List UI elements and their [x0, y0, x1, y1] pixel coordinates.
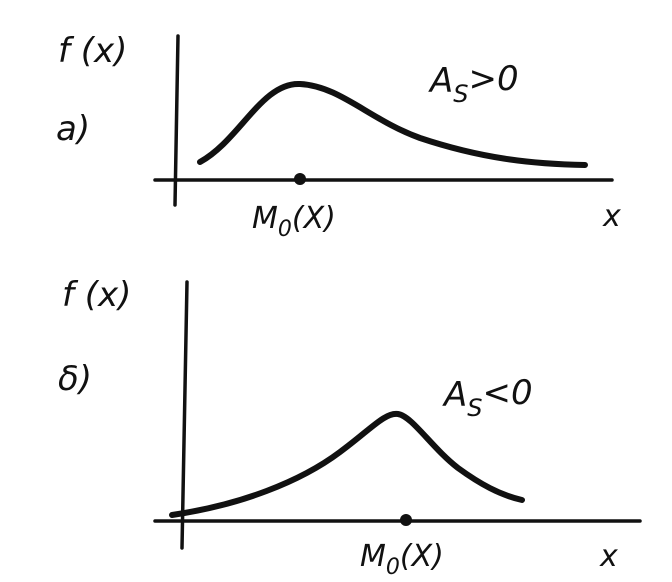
- panel-b-mode-sub: 0: [386, 555, 400, 580]
- panel-b-mode-label: M0(X): [360, 539, 444, 580]
- panel-a: f (x) a) AS>0 M0(X) x: [56, 31, 621, 242]
- panel-a-mode-point: [294, 173, 306, 185]
- panel-b-mode-point: [400, 514, 412, 526]
- panel-a-condition: AS>0: [428, 59, 519, 108]
- panel-b-mode-arg: (X): [400, 539, 444, 574]
- panel-a-density-curve: [197, 80, 588, 168]
- panel-b-y-axis-label: f (x): [62, 275, 131, 315]
- panel-a-condition-rel: >0: [469, 59, 519, 99]
- panel-a-mode-label: M0(X): [252, 201, 336, 242]
- panel-b-x-axis-label: x: [599, 539, 618, 574]
- panel-b: f (x) δ) AS<0 M0(X) x: [58, 275, 642, 580]
- panel-b-condition-sub: S: [467, 394, 482, 422]
- panel-a-mode-arg: (X): [292, 201, 336, 236]
- panel-b-density-curve: [169, 410, 525, 518]
- panel-a-condition-base: A: [428, 61, 453, 101]
- panel-a-y-axis-label: f (x): [58, 31, 127, 71]
- panel-a-letter: a): [56, 109, 90, 149]
- panel-b-letter: δ): [58, 359, 92, 399]
- panel-b-condition-rel: <0: [483, 373, 533, 413]
- panel-a-mode-symbol: M: [252, 201, 278, 236]
- panel-b-mode-symbol: M: [360, 539, 386, 574]
- panel-a-y-axis: [173, 34, 180, 207]
- panel-b-condition: AS<0: [442, 373, 533, 422]
- panel-a-mode-sub: 0: [278, 217, 292, 242]
- panel-b-condition-base: A: [442, 375, 467, 415]
- panel-a-x-axis-label: x: [602, 199, 621, 234]
- panel-b-y-axis: [180, 280, 189, 550]
- panel-a-condition-sub: S: [453, 80, 468, 108]
